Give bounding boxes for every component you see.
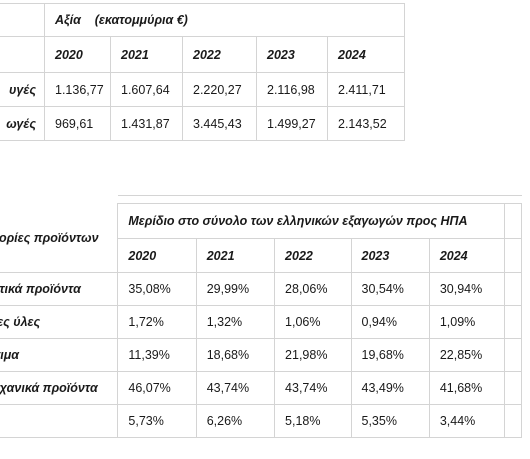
category-header: νορίες προϊόντων	[0, 203, 119, 273]
row-label	[0, 404, 119, 438]
value-header: Αξία (εκατομμύρια €)	[44, 3, 405, 37]
table-cell: 5,73%	[117, 404, 197, 438]
year-header: 2021	[195, 238, 276, 273]
table-cell: 46,07%	[117, 371, 197, 405]
table-cell: 1.136,77	[44, 72, 111, 107]
year-header: 2023	[350, 238, 430, 273]
year-header: 2021	[110, 36, 183, 73]
edge-cell	[504, 371, 522, 405]
table-cell: 21,98%	[274, 338, 352, 372]
table-cell: 30,94%	[428, 272, 506, 306]
corner-cell	[0, 36, 45, 73]
table-cell: 0,94%	[350, 305, 430, 339]
table-cell: 35,08%	[117, 272, 197, 306]
table-cell: 5,35%	[350, 404, 430, 438]
edge-cell	[504, 203, 522, 239]
table-cell: 30,54%	[350, 272, 430, 306]
edge-cell	[504, 404, 522, 438]
edge-cell	[504, 338, 522, 372]
row-label: τες ύλες	[0, 305, 119, 339]
year-header: 2024	[428, 238, 506, 273]
spacer-cell	[0, 196, 118, 204]
table-row: 5,73% 6,26% 5,18% 5,35% 3,44%	[0, 404, 522, 438]
table-row: σιμα 11,39% 18,68% 21,98% 19,68% 22,85%	[0, 338, 522, 372]
table-cell: 1.607,64	[110, 72, 183, 107]
table-row: υγές 1.136,77 1.607,64 2.220,27 2.116,98…	[0, 72, 405, 107]
row-label: σιμα	[0, 338, 119, 372]
table-cell: 3.445,43	[182, 106, 257, 141]
row-label: υγές	[0, 72, 45, 107]
table-cell: 43,49%	[350, 371, 430, 405]
table-cell: 1,06%	[274, 305, 352, 339]
table-row: ωγές 969,61 1.431,87 3.445,43 1.499,27 2…	[0, 106, 405, 141]
table-cell: 28,06%	[274, 272, 352, 306]
share-header: Μερίδιο στο σύνολο των ελληνικών εξαγωγώ…	[117, 203, 506, 239]
table-row: τες ύλες 1,72% 1,32% 1,06% 0,94% 1,09%	[0, 305, 522, 339]
corner-cell	[0, 3, 45, 37]
year-header: 2020	[117, 238, 197, 273]
year-header: 2022	[182, 36, 257, 73]
table-cell: 22,85%	[428, 338, 506, 372]
table-cell: 1,09%	[428, 305, 506, 339]
table-cell: 6,26%	[195, 404, 276, 438]
row-label: ηχανικά προϊόντα	[0, 371, 119, 405]
table-cell: 2.411,71	[327, 72, 405, 107]
export-import-value-table: Αξία (εκατομμύρια €) 2020 2021 2022 2023…	[0, 3, 405, 141]
table-cell: 5,18%	[274, 404, 352, 438]
year-header: 2023	[256, 36, 328, 73]
table-cell: 29,99%	[195, 272, 276, 306]
table-cell: 1.499,27	[256, 106, 328, 141]
table-cell: 43,74%	[195, 371, 276, 405]
table-cell: 11,39%	[117, 338, 197, 372]
table-cell: 2.116,98	[256, 72, 328, 107]
table-cell: 3,44%	[428, 404, 506, 438]
edge-cell	[504, 305, 522, 339]
table-row: ηχανικά προϊόντα 46,07% 43,74% 43,74% 43…	[0, 371, 522, 405]
table-cell: 2.143,52	[327, 106, 405, 141]
row-label: ωγές	[0, 106, 45, 141]
year-header: 2022	[274, 238, 352, 273]
edge-cell	[504, 272, 522, 306]
table-row: οτικά προϊόντα 35,08% 29,99% 28,06% 30,5…	[0, 272, 522, 306]
year-header: 2024	[327, 36, 405, 73]
edge-cell	[504, 238, 522, 273]
spacer-cell	[117, 195, 522, 204]
export-share-table: νορίες προϊόντων Μερίδιο στο σύνολο των …	[0, 195, 522, 438]
table-cell: 1.431,87	[110, 106, 183, 141]
table-cell: 2.220,27	[182, 72, 257, 107]
table-cell: 1,32%	[195, 305, 276, 339]
table-cell: 43,74%	[274, 371, 352, 405]
table-cell: 1,72%	[117, 305, 197, 339]
table-cell: 18,68%	[195, 338, 276, 372]
table-cell: 969,61	[44, 106, 111, 141]
table-cell: 41,68%	[428, 371, 506, 405]
table-cell: 19,68%	[350, 338, 430, 372]
row-label: οτικά προϊόντα	[0, 272, 119, 306]
year-header: 2020	[44, 36, 111, 73]
